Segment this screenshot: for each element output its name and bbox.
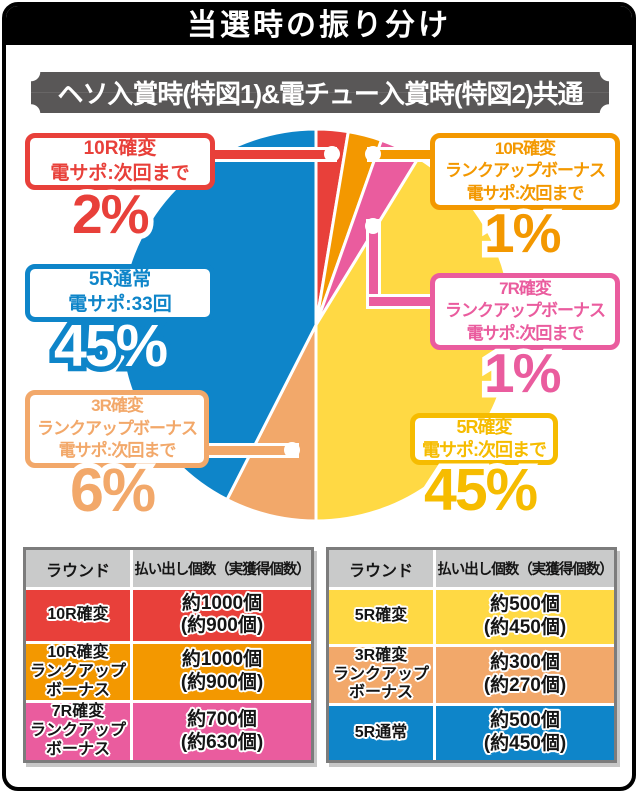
- callout-box-10r-rankup: 10R確変 ランクアップボーナス 電サポ:次回まで: [430, 133, 620, 210]
- callout-dot-10r-rub: [365, 146, 381, 162]
- payout-table-left: ラウンド 払い出し個数（実獲得個数） 10R確変 約1000個 (約900個) …: [23, 547, 314, 763]
- callout-label: 10R確変 電サポ:次回まで: [50, 137, 190, 184]
- header-cell-payout: 払い出し個数（実獲得個数）: [133, 550, 311, 587]
- callout-line-7r-rub-vertical: [369, 222, 378, 302]
- callout-label: 10R確変 ランクアップボーナス 電サポ:次回まで: [445, 138, 606, 203]
- callout-dot-10r: [324, 146, 340, 162]
- callout-label: 5R確変 電サポ:次回まで: [422, 416, 547, 460]
- header-cell-round: ラウンド: [26, 550, 130, 587]
- header-cell-payout: 払い出し個数（実獲得個数）: [436, 550, 614, 587]
- callout-dot-7r-rub: [365, 218, 381, 234]
- table-row-round: 3R確変 ランクアップ ボーナス: [329, 646, 433, 704]
- table-row-payout: 約500個 (約450個): [436, 590, 614, 644]
- callout-box-7r-rankup: 7R確変 ランクアップボーナス 電サポ:次回まで: [430, 273, 620, 350]
- table-row-round: 7R確変 ランクアップ ボーナス: [26, 703, 130, 760]
- pct-label-5r-normal: 45% 45%: [48, 311, 173, 381]
- callout-line-10r: [205, 150, 334, 159]
- table-row-payout: 約300個 (約270個): [436, 646, 614, 704]
- pct-label-5r-kakuhen: 45% 45%: [418, 455, 543, 525]
- callout-dot-3r-rub: [284, 442, 300, 458]
- callout-label: 5R通常 電サポ:33回: [68, 269, 172, 315]
- payout-table-right: ラウンド 払い出し個数（実獲得個数） 5R確変 約500個 (約450個) 3R…: [326, 547, 617, 763]
- subtitle-banner: ヘソ入賞時(特図1)&電チュー入賞時(特図2)共通: [31, 72, 609, 113]
- title-bar: 当選時の振り分け: [6, 6, 632, 45]
- subtitle-text: ヘソ入賞時(特図1)&電チュー入賞時(特図2)共通: [57, 79, 583, 109]
- table-row-payout: 約700個 (約630個): [133, 703, 311, 760]
- header-cell-round: ラウンド: [329, 550, 433, 587]
- table-row-round: 5R通常: [329, 706, 433, 760]
- callout-label: 3R確変 ランクアップボーナス 電サポ:次回まで: [37, 396, 198, 461]
- callout-line-3r-rub: [202, 446, 296, 455]
- table-row-round: 5R確変: [329, 590, 433, 644]
- pct-label-3r-rub: 6% 6%: [64, 454, 161, 526]
- table-row-round: 10R確変 ランクアップ ボーナス: [26, 643, 130, 701]
- callout-label: 7R確変 ランクアップボーナス 電サポ:次回まで: [445, 278, 606, 343]
- table-row-payout: 約1000個 (約900個): [133, 590, 311, 641]
- callout-line-7r-rub-horizontal: [369, 297, 434, 306]
- page-title: 当選時の振り分け: [187, 8, 451, 42]
- pct-label-10r-rub: 1% 1%: [479, 200, 567, 266]
- callout-box-10r-kakuhen: 10R確変 電サポ:次回まで: [25, 133, 215, 190]
- table-row-round: 10R確変: [26, 590, 130, 641]
- table-row-payout: 約1000個 (約900個): [133, 643, 311, 701]
- pct-label-7r-rub: 1% 1%: [479, 340, 567, 406]
- pct-label-10r: 2% 2%: [67, 181, 155, 247]
- table-row-payout: 約500個 (約450個): [436, 706, 614, 760]
